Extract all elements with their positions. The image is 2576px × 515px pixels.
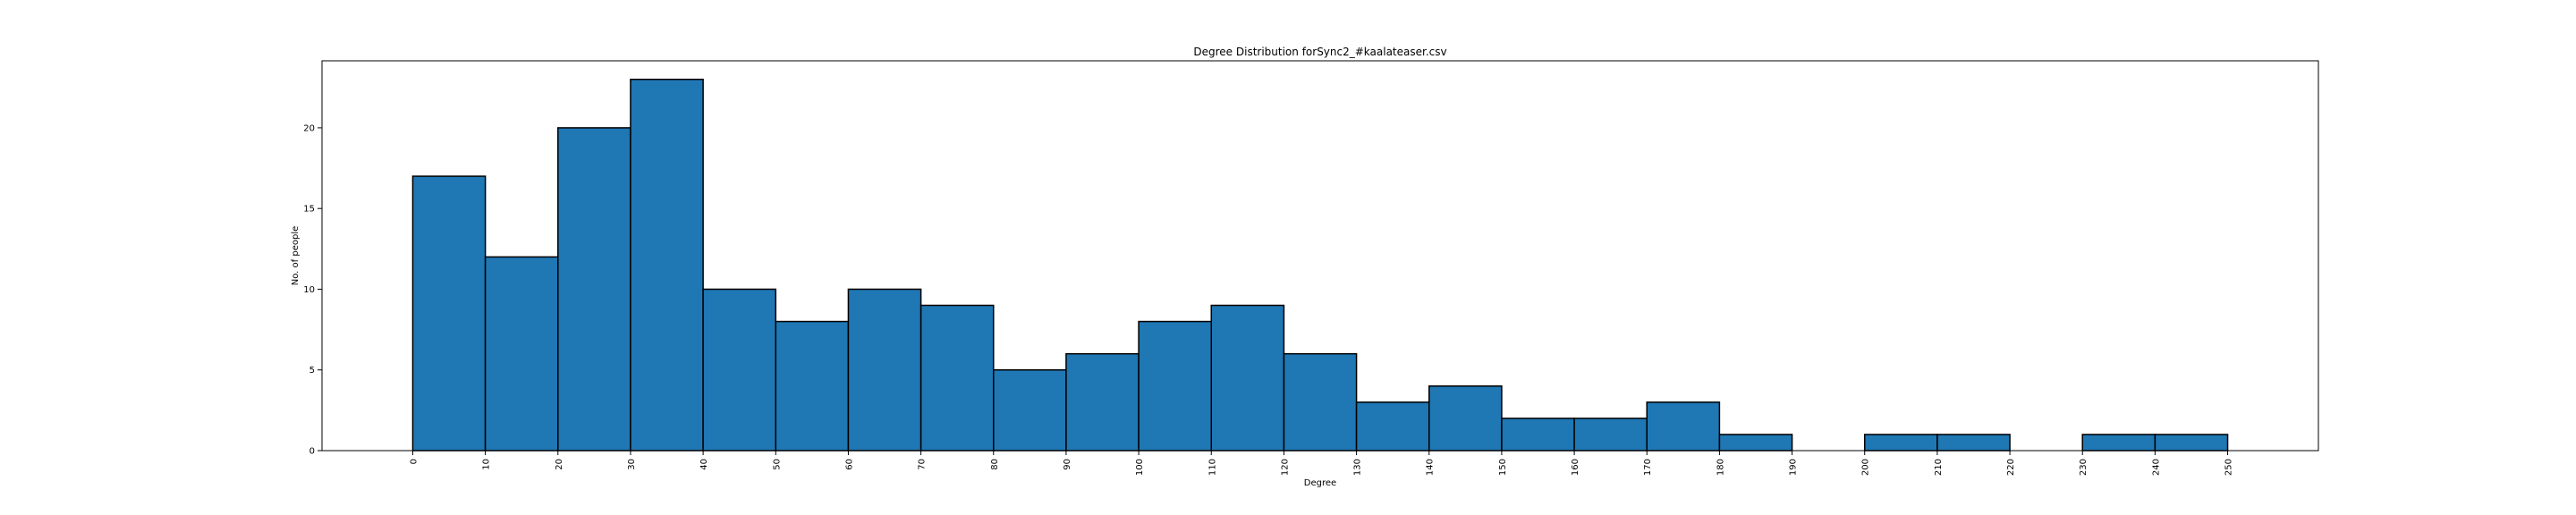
histogram-bar bbox=[1210, 304, 1285, 452]
histogram-bar bbox=[775, 320, 850, 452]
histogram-bar bbox=[1065, 352, 1140, 452]
histogram-bar bbox=[1936, 434, 2011, 452]
histogram-bar bbox=[2154, 434, 2229, 452]
x-tick-label: 230 bbox=[2079, 459, 2089, 476]
x-tick-label: 90 bbox=[1063, 459, 1072, 470]
histogram-bar bbox=[847, 288, 922, 452]
x-tick-label: 110 bbox=[1208, 459, 1217, 476]
bars-group bbox=[411, 79, 2229, 452]
x-axis-label: Degree bbox=[1304, 478, 1336, 488]
x-tick-label: 60 bbox=[844, 459, 854, 470]
histogram-bar bbox=[1718, 434, 1793, 452]
chart-title: Degree Distribution forSync2_#kaalatease… bbox=[1193, 46, 1446, 58]
histogram-bar bbox=[1646, 401, 1721, 452]
x-tick-label: 50 bbox=[772, 459, 782, 470]
x-tick-label: 100 bbox=[1135, 459, 1145, 476]
histogram-bar bbox=[1863, 434, 1938, 452]
y-tick-label: 20 bbox=[303, 123, 315, 133]
x-tick-label: 40 bbox=[699, 459, 709, 470]
x-tick-label: 10 bbox=[482, 459, 492, 470]
x-tick-label: 180 bbox=[1716, 459, 1725, 476]
y-tick-label: 10 bbox=[303, 285, 315, 295]
x-tick-label: 30 bbox=[627, 459, 637, 470]
histogram-bar bbox=[630, 79, 704, 452]
y-tick-label: 15 bbox=[303, 205, 315, 215]
x-tick-label: 240 bbox=[2151, 459, 2161, 476]
histogram-bar bbox=[1428, 385, 1503, 452]
y-ticks-group: 0 5 10 15 20 bbox=[303, 123, 322, 457]
y-axis-label: No. of people bbox=[291, 226, 301, 286]
x-tick-label: 210 bbox=[1934, 459, 1944, 476]
histogram-bar bbox=[484, 256, 559, 452]
histogram-bar bbox=[1501, 418, 1575, 452]
histogram-bar bbox=[1138, 320, 1213, 452]
histogram-bar bbox=[1573, 418, 1648, 452]
histogram-bar bbox=[557, 127, 631, 452]
histogram-bar bbox=[411, 175, 487, 452]
x-tick-label: 190 bbox=[1789, 459, 1799, 476]
x-ticks-group: 0 10 20 30 40 50 60 70 80 90 100 110 120 130 140 150 160… bbox=[409, 451, 2234, 476]
plot-frame bbox=[321, 60, 2319, 452]
x-tick-label: 250 bbox=[2224, 459, 2234, 476]
histogram-bar bbox=[1355, 401, 1430, 452]
histogram-bar bbox=[919, 304, 995, 452]
x-tick-label: 120 bbox=[1280, 459, 1290, 476]
y-tick-label: 0 bbox=[309, 447, 315, 457]
x-tick-label: 0 bbox=[409, 459, 419, 464]
x-tick-label: 80 bbox=[990, 459, 1000, 470]
histogram-bar bbox=[993, 368, 1067, 452]
histogram-bar bbox=[2081, 434, 2157, 452]
x-tick-label: 20 bbox=[555, 459, 564, 470]
x-tick-label: 150 bbox=[1498, 459, 1508, 476]
y-tick-label: 5 bbox=[309, 366, 315, 376]
x-tick-label: 130 bbox=[1353, 459, 1363, 476]
x-tick-label: 70 bbox=[918, 459, 928, 470]
x-tick-label: 200 bbox=[1861, 459, 1871, 476]
x-tick-label: 160 bbox=[1571, 459, 1580, 476]
x-tick-label: 140 bbox=[1426, 459, 1436, 476]
histogram-bar bbox=[702, 288, 777, 452]
histogram-bar bbox=[1283, 352, 1358, 452]
x-tick-label: 170 bbox=[1643, 459, 1653, 476]
x-tick-label: 220 bbox=[2006, 459, 2016, 476]
